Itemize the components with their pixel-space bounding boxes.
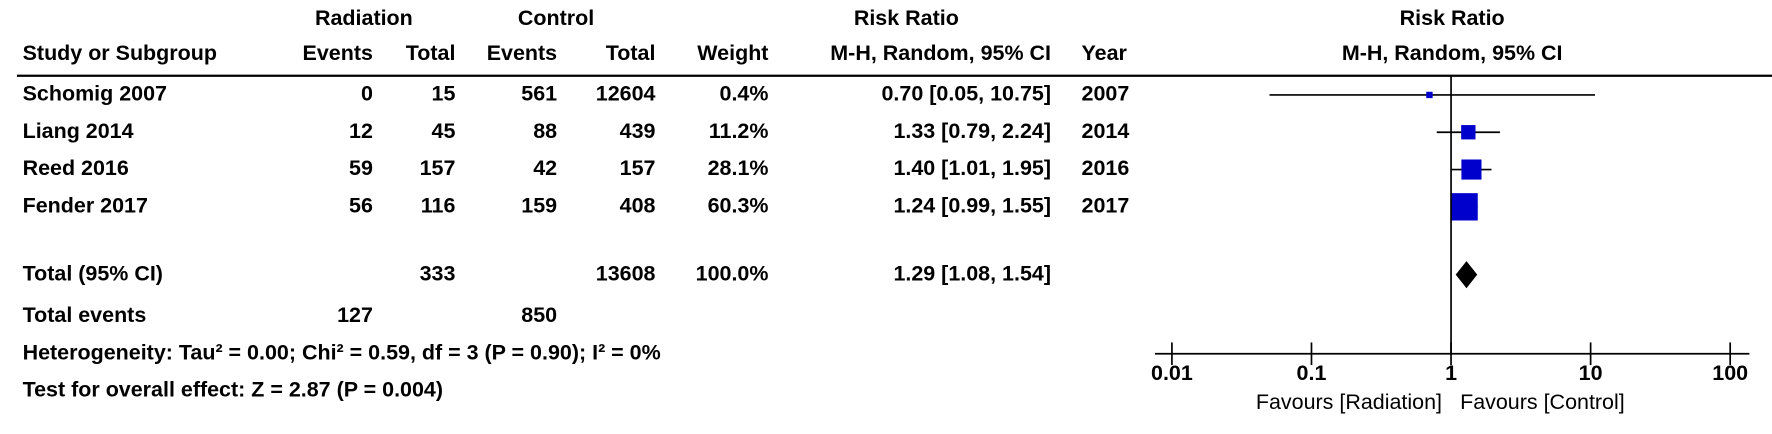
table-cell: Schomig 2007 [23, 82, 167, 106]
group-header: Risk Ratio [854, 6, 959, 30]
group-header: Radiation [315, 6, 413, 30]
x-tick-label: 1 [1445, 361, 1457, 385]
total-label: Total (95% CI) [23, 261, 163, 285]
table-cell: 12 [349, 119, 373, 143]
total-cell: 100.0% [696, 261, 769, 285]
x-label: Favours [Control] [1460, 390, 1625, 414]
plot-title: Risk Ratio [1400, 6, 1505, 30]
table-cell: Liang 2014 [23, 119, 134, 143]
column-header: Events [303, 41, 373, 65]
table-cell: 157 [620, 156, 656, 180]
table-cell: 0.4% [720, 82, 769, 106]
group-header: Control [518, 6, 594, 30]
column-header: M-H, Random, 95% CI [830, 41, 1051, 65]
table-cell: 1.24 [0.99, 1.55] [893, 194, 1051, 218]
table-cell: 2014 [1082, 119, 1130, 143]
column-header: Events [487, 41, 557, 65]
table-cell: 88 [533, 119, 557, 143]
column-header: Study or Subgroup [23, 41, 217, 65]
column-header: Total [606, 41, 656, 65]
table-cell: Reed 2016 [23, 156, 129, 180]
events-cell: 850 [521, 303, 557, 327]
table-cell: 60.3% [708, 194, 769, 218]
table-cell: 157 [420, 156, 456, 180]
table-cell: 2007 [1082, 82, 1130, 106]
table-cell: 56 [349, 194, 373, 218]
column-header: Weight [697, 41, 768, 65]
table-cell: 0.70 [0.05, 10.75] [881, 82, 1051, 106]
table-cell: 59 [349, 156, 373, 180]
heterogeneity: Heterogeneity: Tau² = 0.00; Chi² = 0.59,… [23, 340, 661, 364]
table-cell: 11.2% [709, 119, 769, 143]
table-cell: 408 [620, 194, 656, 218]
table-cell: 28.1% [708, 156, 769, 180]
column-header: Year [1082, 41, 1128, 65]
table-cell: 0 [361, 82, 373, 106]
table-cell: 2016 [1082, 156, 1130, 180]
table-cell: 45 [432, 119, 456, 143]
x-tick-label: 10 [1579, 361, 1603, 385]
table-cell: 116 [421, 194, 456, 218]
point-estimate [1450, 193, 1478, 221]
table-cell: 42 [533, 156, 557, 180]
total-cell: 13608 [596, 261, 656, 285]
x-tick-label: 0.01 [1151, 361, 1193, 385]
summary-diamond [1455, 261, 1478, 289]
table-cell: Fender 2017 [23, 194, 148, 218]
events-label: Total events [23, 303, 147, 327]
point-estimate [1461, 159, 1482, 180]
table-cell: 439 [620, 119, 656, 143]
plot-title: M-H, Random, 95% CI [1342, 41, 1563, 65]
point-estimate [1426, 91, 1433, 99]
total-cell: 1.29 [1.08, 1.54] [893, 261, 1051, 285]
x-tick-label: 100 [1712, 361, 1748, 385]
x-tick-label: 0.1 [1297, 361, 1327, 385]
table-cell: 561 [521, 82, 557, 106]
x-label: Favours [Radiation] [1256, 390, 1442, 414]
overall-effect: Test for overall effect: Z = 2.87 (P = 0… [23, 378, 443, 402]
events-cell: 127 [337, 303, 373, 327]
table-cell: 12604 [596, 82, 656, 106]
column-header: Total [406, 41, 456, 65]
table-cell: 159 [521, 194, 557, 218]
table-cell: 2017 [1082, 194, 1130, 218]
table-cell: 15 [432, 82, 456, 106]
point-estimate [1461, 125, 1476, 140]
total-cell: 333 [420, 261, 456, 285]
table-cell: 1.33 [0.79, 2.24] [893, 119, 1051, 143]
table-cell: 1.40 [1.01, 1.95] [893, 156, 1051, 180]
